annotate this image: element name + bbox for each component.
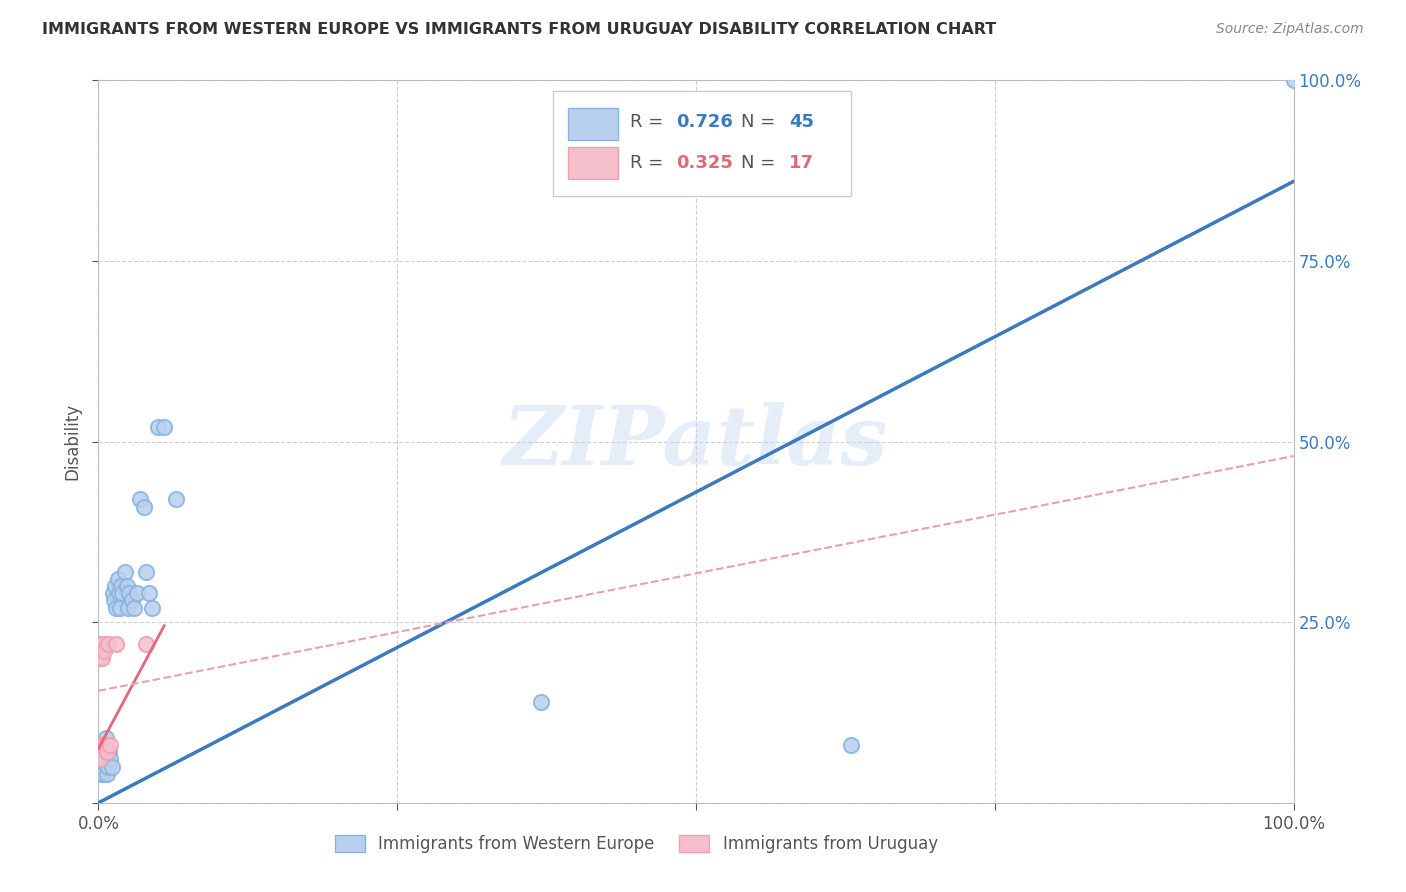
Point (90, 767, 112, 781)
FancyBboxPatch shape (568, 147, 619, 179)
Point (89, 651, 111, 665)
Point (117, 600, 139, 615)
Point (90, 738, 112, 752)
Point (91, 651, 114, 665)
Point (124, 600, 146, 615)
Point (94, 731, 117, 745)
Point (121, 593, 143, 607)
Point (105, 600, 128, 615)
Point (104, 579, 127, 593)
Point (96, 767, 118, 781)
Text: ZIPatlas: ZIPatlas (503, 401, 889, 482)
Point (110, 579, 132, 593)
Point (90, 644, 112, 658)
Point (101, 586, 124, 600)
Point (153, 420, 176, 434)
Point (87, 738, 110, 752)
Point (114, 565, 136, 579)
Point (129, 492, 152, 507)
Point (98, 738, 122, 752)
Point (135, 565, 157, 579)
Point (841, 738, 863, 752)
Point (135, 637, 157, 651)
Point (530, 695, 553, 709)
Text: 17: 17 (789, 154, 814, 172)
Text: R =: R = (630, 113, 669, 131)
Text: N =: N = (741, 113, 782, 131)
Point (96, 745, 118, 759)
Point (91, 637, 114, 651)
Point (107, 586, 129, 600)
Legend: Immigrants from Western Europe, Immigrants from Uruguay: Immigrants from Western Europe, Immigran… (328, 828, 945, 860)
FancyBboxPatch shape (568, 108, 619, 139)
Point (93, 752, 115, 766)
Point (141, 600, 163, 615)
Point (111, 586, 134, 600)
Point (115, 579, 138, 593)
Point (138, 586, 160, 600)
Point (105, 637, 128, 651)
Text: 45: 45 (789, 113, 814, 131)
Point (148, 420, 170, 434)
Point (165, 492, 187, 507)
Point (125, 586, 148, 600)
Point (118, 586, 141, 600)
Point (89, 745, 111, 759)
Point (93, 644, 115, 658)
Point (89, 637, 111, 651)
Point (91, 760, 114, 774)
Point (108, 600, 131, 615)
Point (94, 738, 117, 752)
Point (132, 500, 155, 514)
Point (89, 752, 111, 766)
Point (100, 760, 122, 774)
Y-axis label: Disability: Disability (63, 403, 82, 480)
Point (97, 637, 120, 651)
Point (97, 760, 120, 774)
Point (91, 738, 114, 752)
Point (94, 752, 117, 766)
Point (91, 767, 114, 781)
Point (91, 745, 114, 759)
Point (89, 644, 111, 658)
Text: 0.325: 0.325 (676, 154, 733, 172)
Point (1282, 73, 1305, 87)
Text: Source: ZipAtlas.com: Source: ZipAtlas.com (1216, 22, 1364, 37)
Text: 0.726: 0.726 (676, 113, 733, 131)
Point (96, 745, 118, 759)
FancyBboxPatch shape (553, 91, 852, 196)
Point (91, 752, 114, 766)
Text: N =: N = (741, 154, 782, 172)
Point (98, 745, 121, 759)
Point (90, 752, 112, 766)
Point (89, 760, 111, 774)
Text: R =: R = (630, 154, 669, 172)
Point (98, 752, 122, 766)
Point (107, 572, 129, 586)
Text: IMMIGRANTS FROM WESTERN EUROPE VS IMMIGRANTS FROM URUGUAY DISABILITY CORRELATION: IMMIGRANTS FROM WESTERN EUROPE VS IMMIGR… (42, 22, 997, 37)
Point (93, 738, 115, 752)
Point (103, 593, 125, 607)
